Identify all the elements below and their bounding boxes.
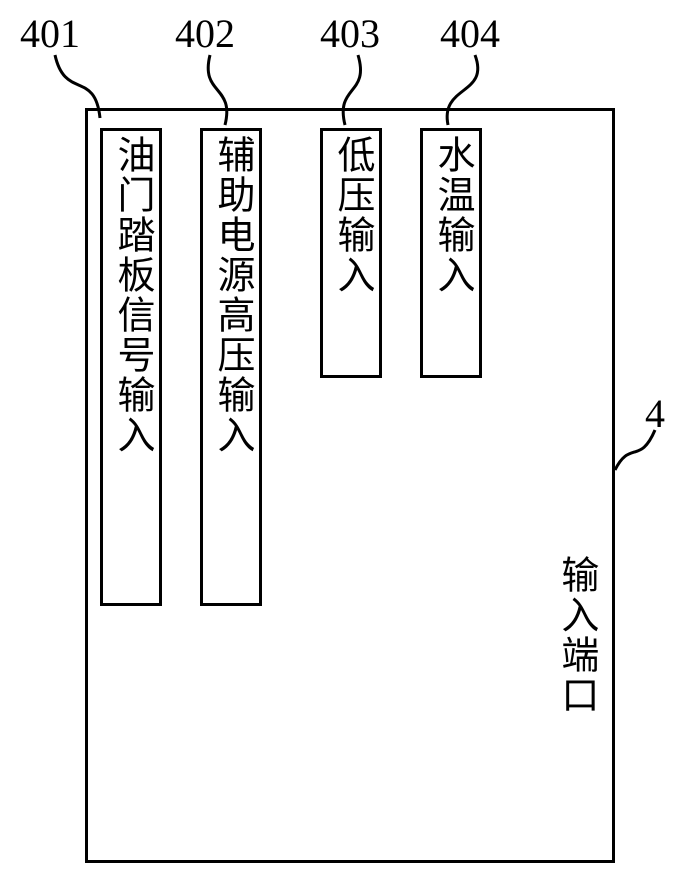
- box-401-label: 油门踏板信号输入: [111, 135, 151, 455]
- callout-402: 402: [175, 10, 235, 57]
- callout-404: 404: [440, 10, 500, 57]
- box-401: 油门踏板信号输入: [100, 128, 162, 606]
- box-404-label: 水温输入: [431, 135, 471, 295]
- port-label: 输入端口: [555, 555, 595, 715]
- box-402: 辅助电源高压输入: [200, 128, 262, 606]
- box-402-label: 辅助电源高压输入: [211, 135, 251, 455]
- box-403: 低压输入: [320, 128, 382, 378]
- callout-403: 403: [320, 10, 380, 57]
- callout-4: 4: [645, 390, 665, 437]
- box-404: 水温输入: [420, 128, 482, 378]
- box-403-label: 低压输入: [331, 135, 371, 295]
- callout-401: 401: [20, 10, 80, 57]
